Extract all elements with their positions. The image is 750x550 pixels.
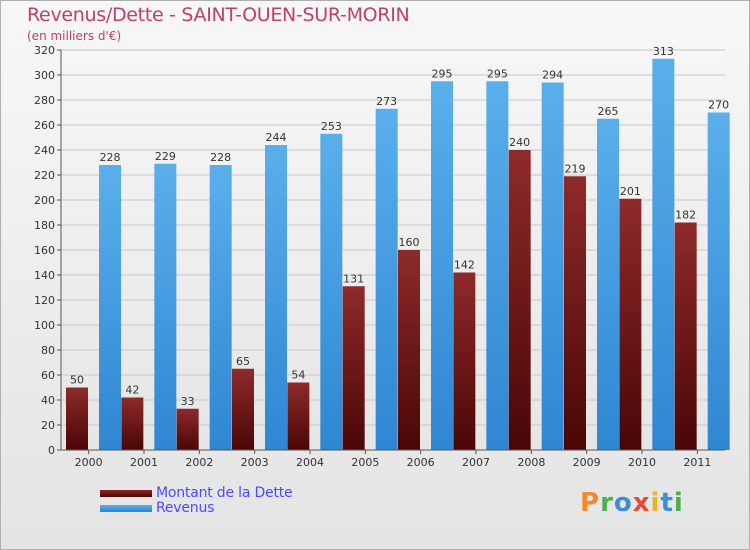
logo-letter: i bbox=[650, 488, 661, 518]
bar-dette-2010 bbox=[619, 198, 642, 450]
y-tick-label: 280 bbox=[34, 94, 55, 107]
x-tick-label: 2011 bbox=[683, 456, 711, 469]
value-label-dette-2006: 160 bbox=[399, 236, 420, 249]
y-tick-label: 200 bbox=[34, 194, 55, 207]
value-label-revenus-2006: 295 bbox=[432, 67, 453, 80]
value-label-revenus-2002: 228 bbox=[210, 151, 231, 164]
bar-dette-2011 bbox=[674, 222, 697, 450]
y-tick-label: 260 bbox=[34, 119, 55, 132]
value-label-revenus-2010: 313 bbox=[653, 45, 674, 58]
bar-revenus-2003 bbox=[265, 145, 287, 450]
bar-dette-2003 bbox=[232, 368, 254, 450]
value-label-dette-2003: 65 bbox=[236, 355, 250, 368]
bar-dette-2001 bbox=[121, 397, 144, 450]
y-tick-label: 220 bbox=[34, 169, 55, 182]
y-tick-label: 140 bbox=[34, 269, 55, 282]
bar-revenus-2004 bbox=[320, 133, 343, 450]
bar-revenus-2010 bbox=[652, 58, 675, 450]
bar-revenus-2007 bbox=[486, 81, 509, 450]
value-label-revenus-2008: 294 bbox=[542, 69, 563, 82]
logo-letter: P bbox=[580, 488, 601, 518]
x-tick-label: 2001 bbox=[130, 456, 158, 469]
x-tick-label: 2006 bbox=[407, 456, 435, 469]
y-tick-label: 20 bbox=[41, 419, 55, 432]
bar-dette-2008 bbox=[508, 150, 531, 450]
value-label-dette-2001: 42 bbox=[125, 384, 139, 397]
chart-subtitle: (en milliers d'€) bbox=[27, 29, 122, 43]
chart-title: Revenus/Dette - SAINT-OUEN-SUR-MORIN bbox=[27, 4, 410, 26]
bar-revenus-2009 bbox=[597, 118, 619, 450]
x-tick-label: 2002 bbox=[185, 456, 213, 469]
bar-revenus-2005 bbox=[375, 108, 398, 450]
x-tick-label: 2008 bbox=[517, 456, 545, 469]
bar-dette-2006 bbox=[398, 250, 420, 450]
value-label-dette-2011: 182 bbox=[675, 209, 696, 222]
bar-dette-2002 bbox=[176, 408, 199, 450]
x-tick-label: 2010 bbox=[628, 456, 656, 469]
legend-label-revenus: Revenus bbox=[156, 500, 215, 516]
value-label-dette-2007: 142 bbox=[454, 259, 475, 272]
y-tick-label: 300 bbox=[34, 69, 55, 82]
value-label-dette-2000: 50 bbox=[70, 374, 84, 387]
value-label-revenus-2011: 270 bbox=[708, 99, 729, 112]
x-tick-label: 2000 bbox=[75, 456, 103, 469]
bar-revenus-2011 bbox=[707, 112, 730, 450]
proxiti-logo: Proxiti bbox=[580, 488, 684, 518]
x-tick-label: 2003 bbox=[241, 456, 269, 469]
y-tick-label: 320 bbox=[34, 44, 55, 57]
bar-revenus-2008 bbox=[541, 82, 564, 450]
value-label-revenus-2000: 228 bbox=[100, 151, 121, 164]
x-tick-label: 2005 bbox=[351, 456, 379, 469]
legend-label-dette: Montant de la Dette bbox=[156, 485, 293, 501]
bar-dette-2000 bbox=[66, 387, 88, 450]
y-tick-label: 40 bbox=[41, 394, 55, 407]
legend-swatch-revenus bbox=[100, 505, 152, 512]
value-label-revenus-2007: 295 bbox=[487, 67, 508, 80]
x-tick-label: 2009 bbox=[573, 456, 601, 469]
value-label-revenus-2009: 265 bbox=[598, 105, 619, 118]
value-label-dette-2009: 219 bbox=[565, 162, 586, 175]
value-label-revenus-2005: 273 bbox=[376, 95, 397, 108]
bar-revenus-2000 bbox=[99, 165, 121, 450]
value-label-dette-2008: 240 bbox=[509, 136, 530, 149]
logo-letter: t bbox=[660, 488, 674, 518]
bar-revenus-2006 bbox=[431, 81, 453, 450]
legend-swatch-dette bbox=[100, 490, 152, 497]
y-tick-label: 240 bbox=[34, 144, 55, 157]
y-tick-label: 160 bbox=[34, 244, 55, 257]
logo-letter: x bbox=[632, 488, 651, 518]
value-label-revenus-2001: 229 bbox=[155, 150, 176, 163]
y-tick-label: 180 bbox=[34, 219, 55, 232]
bar-revenus-2002 bbox=[209, 165, 232, 450]
bar-dette-2007 bbox=[453, 272, 476, 450]
bar-revenus-2001 bbox=[154, 163, 177, 450]
logo-letter: o bbox=[613, 488, 633, 518]
x-tick-label: 2004 bbox=[296, 456, 324, 469]
y-tick-label: 80 bbox=[41, 344, 55, 357]
y-tick-label: 100 bbox=[34, 319, 55, 332]
value-label-dette-2005: 131 bbox=[343, 272, 364, 285]
bar-dette-2004 bbox=[287, 382, 310, 450]
value-label-dette-2002: 33 bbox=[181, 395, 195, 408]
bar-dette-2005 bbox=[342, 286, 365, 450]
x-tick-label: 2007 bbox=[462, 456, 490, 469]
y-tick-label: 60 bbox=[41, 369, 55, 382]
bar-dette-2009 bbox=[564, 176, 586, 450]
logo-letter: i bbox=[673, 488, 684, 518]
logo-letter: r bbox=[600, 488, 614, 518]
y-tick-label: 120 bbox=[34, 294, 55, 307]
value-label-revenus-2003: 244 bbox=[266, 131, 287, 144]
value-label-dette-2004: 54 bbox=[291, 369, 305, 382]
value-label-dette-2010: 201 bbox=[620, 185, 641, 198]
value-label-revenus-2004: 253 bbox=[321, 120, 342, 133]
y-tick-label: 0 bbox=[48, 444, 55, 457]
